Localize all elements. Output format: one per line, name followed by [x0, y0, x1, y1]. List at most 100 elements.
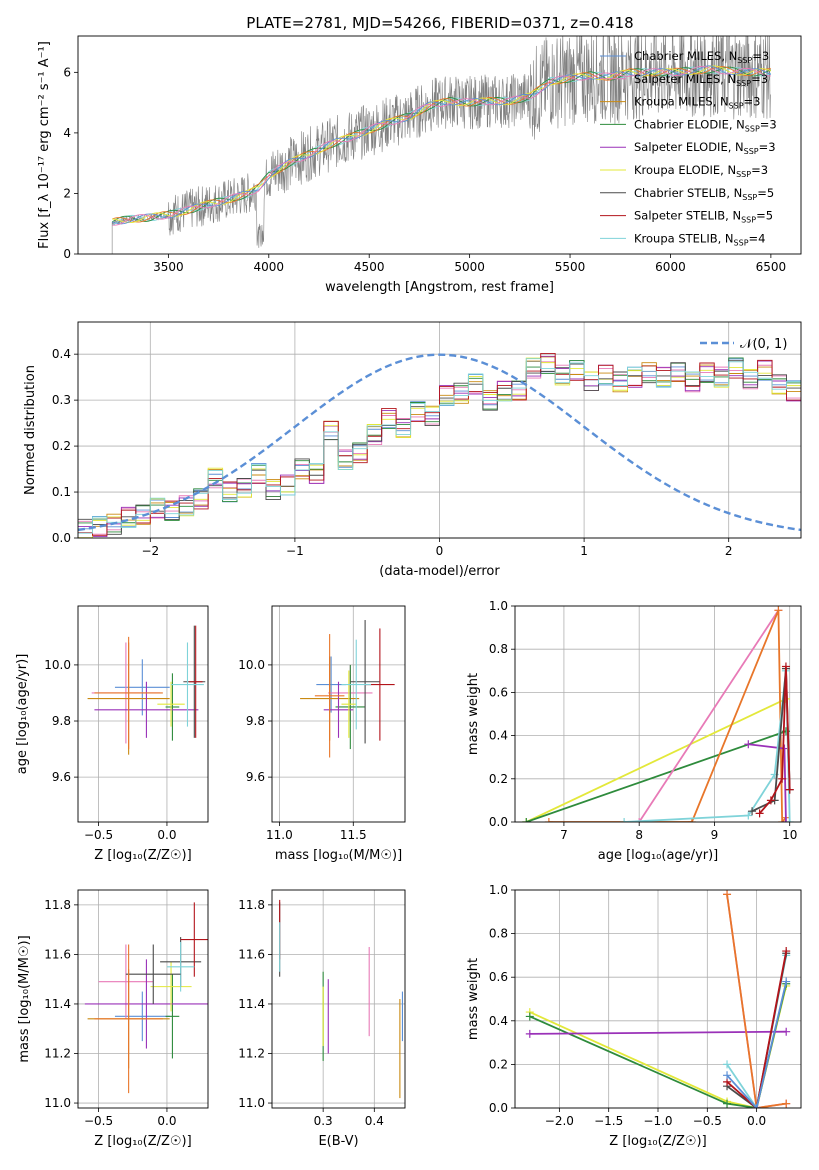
spectrum-axes: 3500 4000 4500 5000 5500 6000 6500 0 2 4 6 waveleng…: [37, 41, 786, 295]
weight-line-kroupa_elodie: [525, 698, 787, 822]
weight-marker: [778, 774, 787, 783]
x-tick-label: −1.0: [643, 1114, 672, 1128]
histogram-axes: −2 −1 0 1 2 0.0 0.1 0.2 0.3 0.4 (data-model)/error…: [23, 322, 801, 579]
mass_vs_ebv-axes: 0.3 0.4 11.0 11.2 11.4 11.6 11.8 E(B-V): [238, 890, 405, 1149]
x-tick-label: 11.5: [340, 828, 367, 842]
weight-line-salpeter_stelib: [726, 950, 788, 1108]
errorbar-point: [180, 902, 208, 977]
mass_vs_z-axes: −0.5 0.0 11.0 11.2 11.4 11.6 11.8 Z [log₁₀(Z/Z☉…: [17, 890, 208, 1149]
x-tick-label: 0: [436, 544, 444, 558]
weight-marker: [781, 662, 790, 671]
age_vs_z-points: [87, 625, 206, 755]
weight-marker: [766, 796, 775, 805]
weight-line-orange: [726, 894, 787, 1108]
y-tick-label: 0: [63, 247, 71, 261]
y-tick-label: 11.0: [238, 1096, 265, 1110]
errorbar-point: [188, 625, 203, 738]
x-tick-label: 1: [580, 544, 588, 558]
x-tick-label: −1: [286, 544, 304, 558]
errorbar-point: [114, 991, 170, 1042]
legend-label: Salpeter MILES, NSSP=3: [634, 72, 768, 88]
weight_vs_age-lines: [522, 606, 794, 822]
x-tick-label: 0.0: [157, 828, 176, 842]
y-tick-label: 11.4: [44, 997, 71, 1011]
weight-marker: [782, 1027, 791, 1036]
x-tick-label: 9: [711, 828, 719, 842]
x-axis-label: age [log₁₀(age/yr)]: [598, 848, 719, 863]
weight_vs_age-frame: [514, 605, 802, 823]
mass_vs_ebv-frame: [271, 889, 406, 1109]
y-tick-label: 0.4: [489, 729, 508, 743]
weight_vs_age-axes: 7 8 9 10 0.0 0.2 0.4 0.6 0.8 1.0 age [log₁₀(age/yr…: [466, 599, 801, 863]
spectrum-plot: [111, 36, 772, 254]
errorbar-point: [171, 642, 204, 727]
x-tick-label: 6500: [756, 260, 787, 274]
y-tick-label: 0.0: [489, 1101, 508, 1115]
histogram-kroupa_stelib: [78, 358, 801, 534]
weight_vs_z-axes: −2.0 −1.5 −1.0 −0.5 0.0 0.0 0.2 0.4 0.6 0.8 1.0 Z […: [466, 883, 801, 1149]
y-tick-label: 0.8: [489, 927, 508, 941]
weight-line-chabrier_elodie: [525, 730, 787, 822]
mass_vs_ebv-points: [279, 899, 403, 1099]
x-tick-label: 6000: [655, 260, 686, 274]
y-tick-label: 0.6: [489, 970, 508, 984]
y-axis-label: mass weight: [466, 958, 481, 1040]
weight-marker: [744, 740, 753, 749]
age_vs_mass-points: [300, 620, 395, 758]
x-tick-label: −2.0: [545, 1114, 574, 1128]
errorbar-point: [341, 639, 372, 730]
errorbar-point: [84, 959, 208, 1049]
y-tick-label: 0.0: [52, 531, 71, 545]
x-tick-label: 4500: [354, 260, 385, 274]
weight-marker: [748, 807, 757, 816]
weight-marker: [620, 818, 629, 822]
x-axis-label: (data-model)/error: [379, 564, 500, 579]
errorbar-point: [94, 681, 199, 738]
weight-marker: [785, 818, 794, 822]
y-tick-label: 0.1: [52, 485, 71, 499]
weight-marker: [778, 818, 787, 822]
weight-line-salpeter_miles: [638, 609, 780, 822]
x-tick-label: 4000: [254, 260, 285, 274]
y-tick-label: 9.6: [246, 770, 265, 784]
weight_vs_z-frame: [514, 889, 802, 1109]
x-axis-label: Z [log₁₀(Z/Z☉)]: [609, 1134, 706, 1149]
weight-marker: [752, 1104, 761, 1108]
y-tick-label: 1.0: [489, 599, 508, 613]
weight-marker: [723, 1071, 732, 1080]
age_vs_z-axes: −0.5 0.0 9.6 9.8 10.0 Z [log₁₀(Z/Z☉)] age [log…: [15, 606, 208, 863]
legend-label: Salpeter STELIB, NSSP=5: [634, 209, 773, 225]
y-axis-label: mass weight: [466, 673, 481, 755]
weight-marker: [723, 1099, 732, 1108]
x-tick-label: 8: [635, 828, 643, 842]
x-tick-label: −0.5: [84, 1114, 113, 1128]
y-tick-label: 0.8: [489, 642, 508, 656]
x-axis-label: E(B-V): [318, 1134, 358, 1149]
legend-label: Salpeter ELODIE, NSSP=3: [634, 140, 776, 156]
weight-marker: [744, 811, 753, 820]
x-tick-label: 3500: [153, 260, 184, 274]
weight-marker: [723, 890, 732, 899]
legend-label: Kroupa ELODIE, NSSP=3: [634, 163, 768, 179]
y-tick-label: 10.0: [44, 658, 71, 672]
mass_vs_z-points: [84, 902, 208, 1094]
weight_vs_z-lines: [525, 890, 791, 1108]
weight-marker: [782, 1099, 791, 1108]
errorbar-point: [341, 670, 357, 738]
weight-line-chabrier_miles: [726, 981, 788, 1108]
weight-marker: [782, 947, 791, 956]
y-tick-label: 0.4: [52, 347, 71, 361]
y-tick-label: 1.0: [489, 883, 508, 897]
y-tick-label: 0.2: [489, 1057, 508, 1071]
y-axis-label: mass [log₁₀(M/M☉)]: [17, 935, 32, 1062]
errorbar-point: [157, 681, 185, 727]
normal-curve: [78, 353, 801, 532]
x-axis-label: Z [log₁₀(Z/Z☉)]: [94, 848, 191, 863]
model-spectrum-kroupa_stelib: [111, 66, 772, 226]
histogram-frame: [77, 321, 802, 539]
model-spectrum-salpeter_miles: [112, 65, 771, 226]
y-tick-label: 11.6: [238, 947, 265, 961]
x-tick-label: −2: [141, 544, 159, 558]
errorbar-point: [94, 944, 163, 1094]
